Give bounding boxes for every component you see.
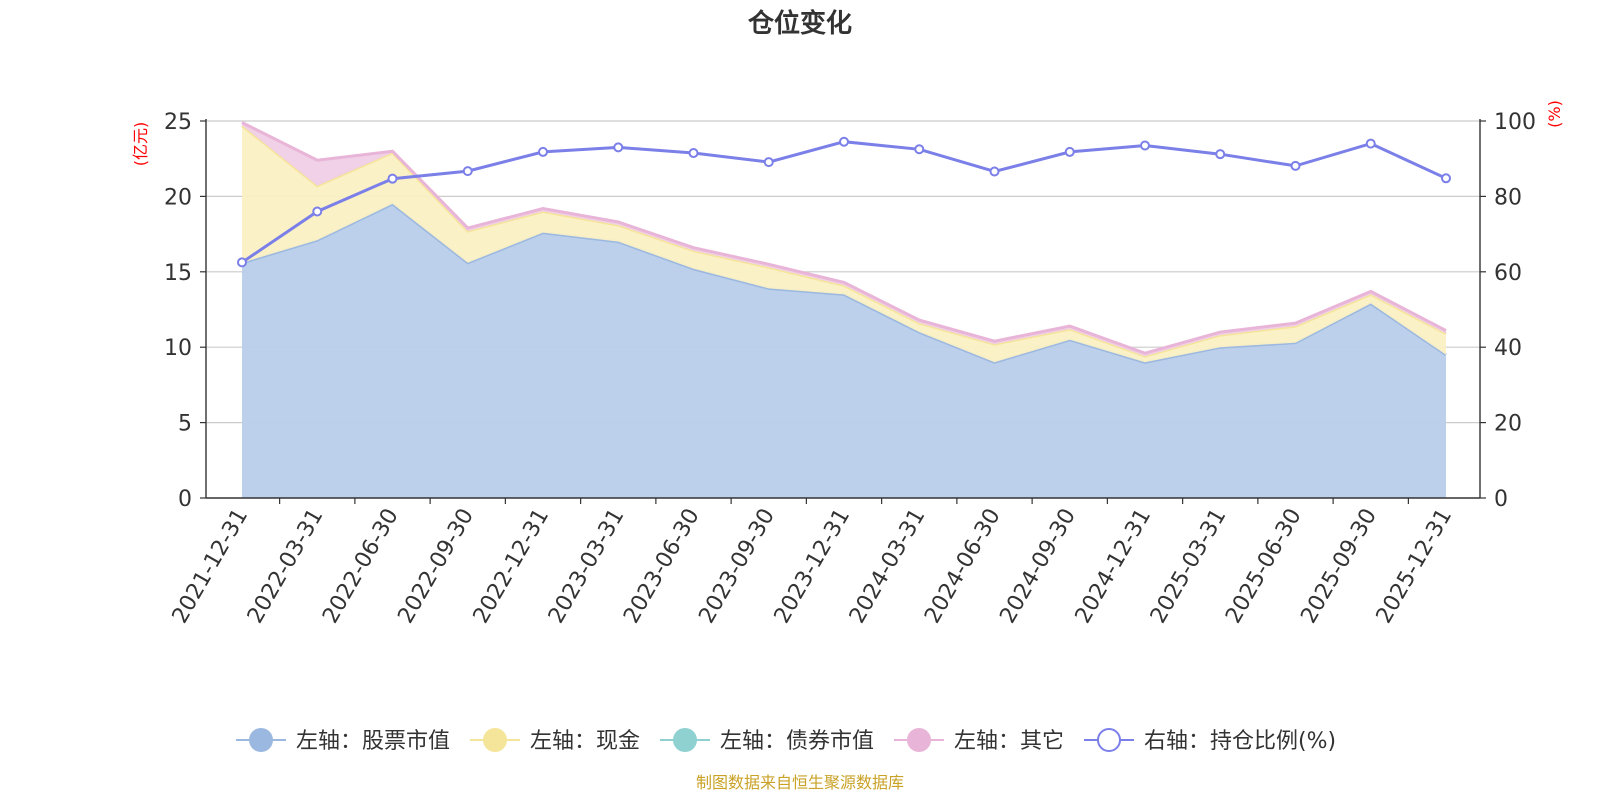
right-tick-label: 100 [1494, 110, 1536, 135]
line-point [1441, 173, 1451, 184]
left-tick-label: 0 [178, 487, 192, 512]
line-point [914, 144, 925, 155]
x-tick-label: 2025-12-31 [1372, 505, 1458, 628]
left-tick-label: 5 [178, 412, 192, 437]
x-tick-label: 2022-03-31 [243, 505, 329, 628]
x-tick-label: 2024-06-30 [920, 505, 1006, 628]
line-layer [237, 136, 1451, 268]
legend-label: 左轴：现金 [530, 729, 640, 754]
x-tick-label: 2023-09-30 [694, 505, 780, 628]
line-point [312, 206, 323, 217]
area-左轴：股票市值 [242, 203, 1446, 498]
line-point [1140, 140, 1150, 151]
left-tick-label: 20 [164, 185, 192, 210]
legend-symbol [1097, 728, 1121, 752]
line-point [1365, 138, 1376, 149]
x-tick-label: 2024-09-30 [995, 505, 1081, 628]
line-point [613, 142, 624, 153]
left-tick-label: 25 [164, 110, 192, 135]
x-tick-label: 2023-06-30 [619, 505, 705, 628]
x-tick-label: 2024-03-31 [845, 505, 931, 628]
right-tick-label: 0 [1494, 487, 1508, 512]
line-point [462, 166, 473, 177]
right-tick-label: 80 [1494, 185, 1522, 210]
legend-symbol [483, 728, 507, 752]
line-point [989, 166, 1000, 177]
line-point [1215, 149, 1226, 160]
chart-title: 仓位变化 [747, 8, 852, 39]
legend-item: 右轴：持仓比例(%) [1084, 728, 1336, 754]
line-point [688, 148, 699, 159]
line-point [237, 257, 247, 268]
legend-label: 左轴：债券市值 [720, 729, 874, 754]
line-point [1064, 146, 1075, 157]
line-point [763, 157, 774, 168]
area-line-左轴：其它 [241, 121, 1447, 355]
left-tick-label: 15 [164, 261, 192, 286]
x-tick-label: 2023-03-31 [544, 505, 630, 628]
x-tick-label: 2022-06-30 [318, 505, 404, 628]
x-tick-label: 2025-06-30 [1221, 505, 1307, 628]
legend-label: 右轴：持仓比例(%) [1144, 729, 1336, 754]
x-tick-label: 2022-12-31 [469, 505, 555, 628]
line-point [538, 146, 548, 157]
legend-label: 左轴：其它 [954, 729, 1064, 754]
right-tick-label: 20 [1494, 412, 1522, 437]
area-layer [241, 121, 1447, 498]
legend-label: 左轴：股票市值 [296, 729, 450, 754]
area-左轴：现金 [242, 125, 1446, 363]
legend-symbol [673, 728, 697, 752]
line-point [387, 173, 398, 184]
right-axis-label: (%) [1545, 100, 1564, 128]
data-source-note: 制图数据来自恒生聚源数据库 [696, 773, 904, 792]
line-point [839, 136, 849, 147]
left-tick-label: 10 [164, 336, 192, 361]
right-tick-label: 40 [1494, 336, 1522, 361]
x-tick-label: 2024-12-31 [1071, 505, 1157, 628]
legend-item: 左轴：现金 [470, 728, 640, 754]
x-tick-label: 2022-09-30 [393, 505, 479, 628]
x-tick-label: 2025-03-31 [1146, 505, 1232, 628]
x-tick-label: 2025-09-30 [1296, 505, 1382, 628]
legend-symbol [249, 728, 273, 752]
left-axis-label: (亿元) [131, 122, 150, 167]
legend-item: 左轴：债券市值 [660, 728, 874, 754]
legend-item: 左轴：其它 [894, 728, 1064, 754]
legend-symbol [907, 728, 931, 752]
legend: 左轴：股票市值 左轴：现金 左轴：债券市值 左轴：其它 右轴：持仓比例(%) [236, 728, 1336, 754]
right-tick-label: 60 [1494, 261, 1522, 286]
x-tick-label: 2021-12-31 [168, 505, 254, 628]
line-point [1290, 160, 1301, 171]
legend-item: 左轴：股票市值 [236, 728, 450, 754]
x-tick-label: 2023-12-31 [770, 505, 856, 628]
